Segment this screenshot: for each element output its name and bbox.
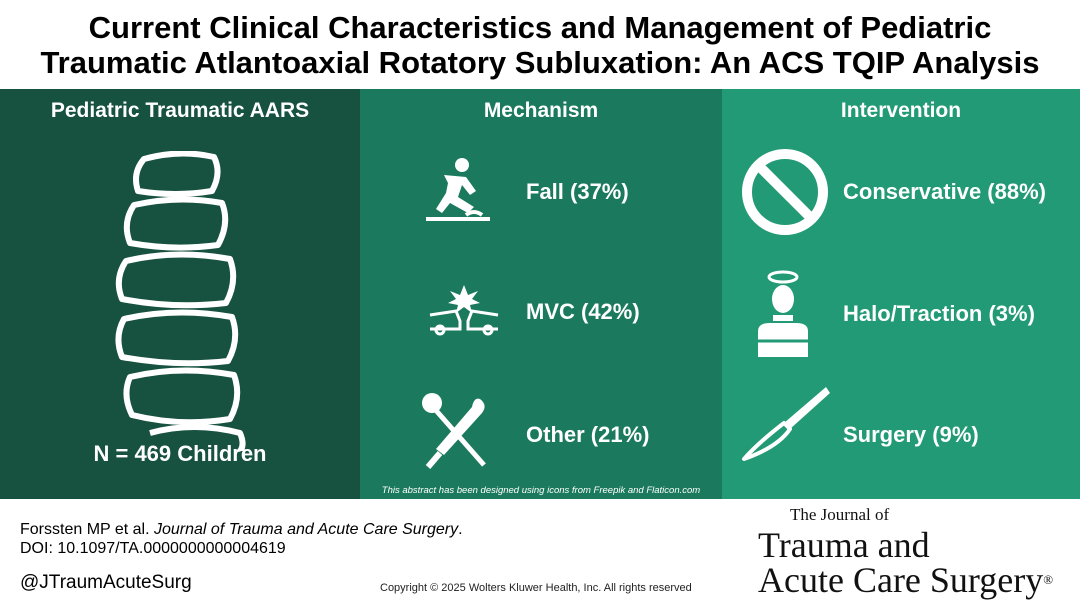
logo-line-1: Trauma and [758,525,930,565]
population-heading: Pediatric Traumatic AARS [50,99,310,122]
citation-journal: Journal of Trauma and Acute Care Surgery [153,521,459,538]
copyright-notice: Copyright © 2025 Wolters Kluwer Health, … [380,582,692,594]
title-line-2: Traumatic Atlantoaxial Rotatory Subluxat… [40,45,1040,80]
intervention-label-conservative: Conservative (88%) [843,179,1046,204]
citation: Forssten MP et al. Journal of Trauma and… [20,520,463,558]
citation-doi: DOI: 10.1097/TA.0000000000004619 [20,540,286,557]
scalpel-icon [742,387,830,461]
citation-authors: Forssten MP et al. [20,521,150,538]
logo-small-text: The Journal of [790,505,890,524]
mechanism-panel: Mechanism Fall (37%) MVC (42%) Other (21… [360,89,722,499]
title-line-1: Current Clinical Characteristics and Man… [88,10,992,45]
intervention-label-surgery: Surgery (9%) [843,422,979,447]
page-title: Current Clinical Characteristics and Man… [0,10,1080,80]
fall-icon [426,158,490,221]
patient-count: N = 469 Children [93,441,267,466]
icon-credit: This abstract has been designed using ic… [381,485,701,496]
social-handle: @JTraumAcuteSurg [20,572,192,593]
population-panel: Pediatric Traumatic AARS N = 469 Childre… [0,89,360,499]
bat-ball-icon [422,393,486,469]
mechanism-label-mvc: MVC (42%) [526,299,640,324]
intervention-panel: Intervention Conservative (88%) Halo/Tra… [722,89,1080,499]
mechanism-heading: Mechanism [483,99,599,122]
car-crash-icon [429,285,499,336]
logo-line-2: Acute Care Surgery® [758,561,1053,599]
intervention-heading: Intervention [840,99,962,122]
no-symbol-icon [742,149,828,235]
citation-journal-end: . [458,521,463,538]
logo-line-2-text: Acute Care Surgery [758,560,1044,600]
mechanism-label-other: Other (21%) [526,422,650,447]
halo-brace-icon [758,270,808,357]
intervention-label-halo: Halo/Traction (3%) [843,301,1035,326]
spine-icon [115,151,246,451]
mechanism-label-fall: Fall (37%) [526,179,629,204]
registered-mark: ® [1043,572,1054,587]
